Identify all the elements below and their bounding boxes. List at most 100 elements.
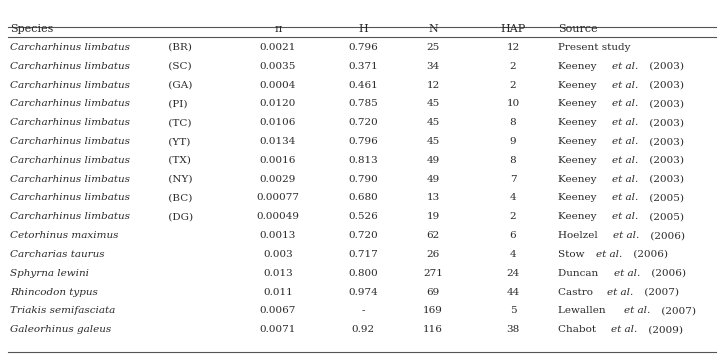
Text: et al.: et al.: [611, 325, 638, 334]
Text: N: N: [428, 24, 438, 34]
Text: 0.526: 0.526: [348, 212, 378, 221]
Text: (DG): (DG): [165, 212, 193, 221]
Text: Stow: Stow: [558, 250, 588, 259]
Text: et al.: et al.: [597, 250, 623, 259]
Text: 0.813: 0.813: [348, 156, 378, 165]
Text: (2009): (2009): [645, 325, 683, 334]
Text: (TX): (TX): [165, 156, 190, 165]
Text: Species: Species: [10, 24, 54, 34]
Text: 6: 6: [510, 231, 516, 240]
Text: Carcharhinus limbatus: Carcharhinus limbatus: [10, 118, 130, 127]
Text: 45: 45: [426, 118, 439, 127]
Text: Carcharhinus limbatus: Carcharhinus limbatus: [10, 99, 130, 108]
Text: (2003): (2003): [646, 137, 683, 146]
Text: 5: 5: [510, 306, 516, 315]
Text: 19: 19: [426, 212, 439, 221]
Text: 0.0016: 0.0016: [260, 156, 296, 165]
Text: (2003): (2003): [646, 156, 683, 165]
Text: 0.003: 0.003: [263, 250, 293, 259]
Text: 0.790: 0.790: [348, 175, 378, 184]
Text: 0.0106: 0.0106: [260, 118, 296, 127]
Text: et al.: et al.: [614, 269, 641, 278]
Text: 0.013: 0.013: [263, 269, 293, 278]
Text: 0.0120: 0.0120: [260, 99, 296, 108]
Text: 0.00049: 0.00049: [256, 212, 300, 221]
Text: (2003): (2003): [646, 62, 683, 71]
Text: 0.800: 0.800: [348, 269, 378, 278]
Text: Present study: Present study: [558, 43, 631, 52]
Text: Keeney: Keeney: [558, 62, 599, 71]
Text: 0.720: 0.720: [348, 118, 378, 127]
Text: Source: Source: [558, 24, 597, 34]
Text: (2006): (2006): [647, 231, 686, 240]
Text: 44: 44: [506, 288, 520, 297]
Text: 4: 4: [510, 194, 516, 202]
Text: 38: 38: [506, 325, 520, 334]
Text: (2003): (2003): [646, 81, 683, 90]
Text: et al.: et al.: [612, 81, 638, 90]
Text: et al.: et al.: [623, 306, 650, 315]
Text: et al.: et al.: [612, 194, 638, 202]
Text: 0.0071: 0.0071: [260, 325, 296, 334]
Text: 62: 62: [426, 231, 439, 240]
Text: 0.720: 0.720: [348, 231, 378, 240]
Text: et al.: et al.: [613, 231, 640, 240]
Text: Carcharhinus limbatus: Carcharhinus limbatus: [10, 62, 130, 71]
Text: (SC): (SC): [165, 62, 191, 71]
Text: Keeney: Keeney: [558, 137, 599, 146]
Text: (TC): (TC): [165, 118, 191, 127]
Text: 10: 10: [506, 99, 520, 108]
Text: 0.0021: 0.0021: [260, 43, 296, 52]
Text: Keeney: Keeney: [558, 99, 599, 108]
Text: 116: 116: [423, 325, 443, 334]
Text: Keeney: Keeney: [558, 81, 599, 90]
Text: 69: 69: [426, 288, 439, 297]
Text: (2007): (2007): [657, 306, 696, 315]
Text: 0.0004: 0.0004: [260, 81, 296, 90]
Text: (PI): (PI): [165, 99, 188, 108]
Text: 49: 49: [426, 175, 439, 184]
Text: Chabot: Chabot: [558, 325, 599, 334]
Text: et al.: et al.: [612, 175, 638, 184]
Text: (2003): (2003): [646, 175, 683, 184]
Text: (2003): (2003): [646, 118, 683, 127]
Text: (2003): (2003): [646, 99, 683, 108]
Text: 0.011: 0.011: [263, 288, 293, 297]
Text: (GA): (GA): [165, 81, 192, 90]
Text: (2005): (2005): [646, 212, 683, 221]
Text: HAP: HAP: [500, 24, 526, 34]
Text: 49: 49: [426, 156, 439, 165]
Text: 12: 12: [426, 81, 439, 90]
Text: (2006): (2006): [648, 269, 686, 278]
Text: Carcharhinus limbatus: Carcharhinus limbatus: [10, 175, 130, 184]
Text: 2: 2: [510, 62, 516, 71]
Text: H: H: [358, 24, 368, 34]
Text: 9: 9: [510, 137, 516, 146]
Text: 2: 2: [510, 212, 516, 221]
Text: (BC): (BC): [165, 194, 192, 202]
Text: 8: 8: [510, 156, 516, 165]
Text: 13: 13: [426, 194, 439, 202]
Text: et al.: et al.: [612, 212, 638, 221]
Text: Rhincodon typus: Rhincodon typus: [10, 288, 98, 297]
Text: Carcharhinus limbatus: Carcharhinus limbatus: [10, 43, 130, 52]
Text: Hoelzel: Hoelzel: [558, 231, 601, 240]
Text: et al.: et al.: [612, 137, 638, 146]
Text: 2: 2: [510, 81, 516, 90]
Text: et al.: et al.: [612, 99, 638, 108]
Text: (2007): (2007): [641, 288, 679, 297]
Text: Carcharhinus limbatus: Carcharhinus limbatus: [10, 156, 130, 165]
Text: 0.0134: 0.0134: [260, 137, 296, 146]
Text: Carcharhinus limbatus: Carcharhinus limbatus: [10, 194, 130, 202]
Text: Sphyrna lewini: Sphyrna lewini: [10, 269, 89, 278]
Text: Cetorhinus maximus: Cetorhinus maximus: [10, 231, 119, 240]
Text: Carcharhinus limbatus: Carcharhinus limbatus: [10, 81, 130, 90]
Text: 45: 45: [426, 137, 439, 146]
Text: 271: 271: [423, 269, 443, 278]
Text: 0.0013: 0.0013: [260, 231, 296, 240]
Text: 12: 12: [506, 43, 520, 52]
Text: Duncan: Duncan: [558, 269, 602, 278]
Text: Triakis semifasciata: Triakis semifasciata: [10, 306, 115, 315]
Text: π: π: [274, 24, 282, 34]
Text: 0.717: 0.717: [348, 250, 378, 259]
